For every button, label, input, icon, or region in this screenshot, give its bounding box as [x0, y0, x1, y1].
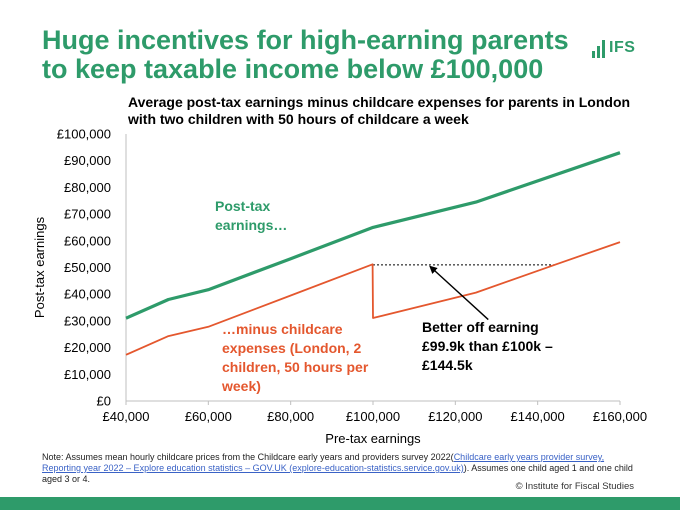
- ifs-logo: IFS: [592, 38, 652, 60]
- chart-title: Average post-tax earnings minus childcar…: [128, 94, 631, 127]
- bottom-bar: [0, 497, 680, 510]
- slide-title: Huge incentives for high-earning parents…: [42, 25, 569, 84]
- copyright: © Institute for Fiscal Studies: [515, 481, 634, 492]
- y-tick-label: £70,000: [64, 207, 111, 222]
- note-suffix: ). Assumes one child aged 1 and one chil…: [42, 463, 633, 484]
- y-tick-label: £40,000: [64, 287, 111, 302]
- note-prefix: Note: Assumes mean hourly childcare pric…: [42, 452, 454, 462]
- y-tick-label: £100,000: [57, 127, 111, 142]
- green-line-annotation: Post-tax earnings…: [215, 198, 288, 233]
- x-tick-label: £80,000: [267, 409, 314, 424]
- minus-childcare-line: [125, 241, 621, 356]
- y-axis-ticks: £0 £10,000 £20,000 £30,000 £40,000 £50,000 £60…: [57, 127, 111, 409]
- footnote: Note: Assumes mean hourly childcare pric…: [42, 452, 642, 485]
- x-tick-label: £100,000: [346, 409, 400, 424]
- red-line-annotation: …minus childcare expenses (London, 2 chi…: [222, 321, 369, 394]
- gap-annotation: Better off earning £99.9k than £100k – £…: [422, 319, 553, 373]
- y-axis-label: Post-tax earnings: [32, 216, 47, 318]
- y-tick-label: £80,000: [64, 180, 111, 195]
- y-tick-label: £60,000: [64, 233, 111, 248]
- survey-link[interactable]: Childcare early years provider survey, R…: [42, 452, 605, 473]
- y-tick-label: £90,000: [64, 153, 111, 168]
- y-tick-label: £30,000: [64, 313, 111, 328]
- y-tick-label: £0: [97, 394, 111, 409]
- y-tick-label: £50,000: [64, 260, 111, 275]
- x-tick-label: £60,000: [185, 409, 232, 424]
- bar-chart-icon: [592, 40, 605, 58]
- y-tick-label: £20,000: [64, 340, 111, 355]
- x-axis-label: Pre-tax earnings: [325, 431, 421, 446]
- post-tax-earnings-line: [125, 151, 621, 320]
- x-axis-ticks: £40,000 £60,000 £80,000 £100,000 £120,000 £14…: [103, 401, 647, 424]
- x-tick-label: £40,000: [103, 409, 150, 424]
- logo-text: IFS: [609, 39, 636, 56]
- series-layer: [125, 151, 621, 356]
- x-tick-label: £140,000: [511, 409, 565, 424]
- x-tick-label: £120,000: [428, 409, 482, 424]
- y-tick-label: £10,000: [64, 367, 111, 382]
- annotation-arrow: [429, 265, 489, 321]
- x-tick-label: £160,000: [593, 409, 647, 424]
